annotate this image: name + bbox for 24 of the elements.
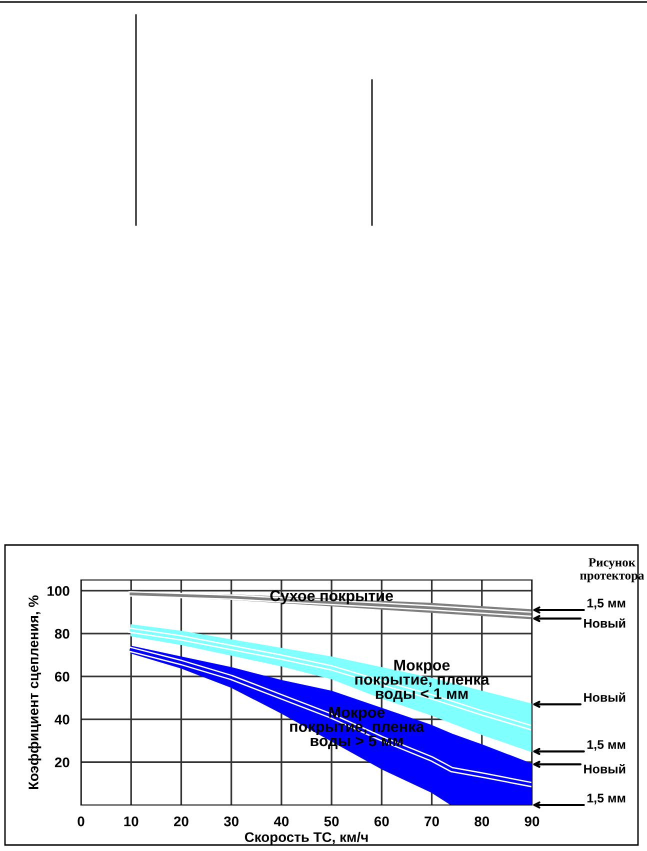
x-axis-title: Скорость ТС, км/ч <box>244 832 368 845</box>
y-tick-label: 20 <box>54 757 70 768</box>
y-tick-label: 100 <box>48 586 70 596</box>
annotation: 1,5 мм <box>587 740 626 751</box>
x-tick-label: 50 <box>324 816 339 826</box>
y-tick-label: 60 <box>54 672 70 682</box>
x-tick-label: 40 <box>274 816 289 826</box>
annotation: Сухое покрытие <box>270 590 393 604</box>
y-tick-label: 40 <box>54 714 70 724</box>
y-tick-label: 80 <box>54 628 70 639</box>
annotation: Новый <box>584 618 626 628</box>
x-tick-label: 90 <box>524 816 540 826</box>
x-tick-label: 10 <box>124 816 138 826</box>
x-tick-label: 0 <box>78 816 84 826</box>
annotation: Новый <box>584 764 626 774</box>
x-tick-label: 20 <box>174 816 188 826</box>
x-tick-label: 70 <box>424 816 439 826</box>
x-tick-label: 60 <box>374 816 389 826</box>
x-tick-label: 30 <box>224 816 238 826</box>
y-axis-title: Коэффициент сцепления, % <box>28 595 42 790</box>
x-tick-label: 80 <box>474 816 490 826</box>
annotation: Новый <box>584 692 626 702</box>
annotation: 1,5 мм <box>587 598 626 610</box>
annotation: 1,5 мм <box>587 794 626 804</box>
